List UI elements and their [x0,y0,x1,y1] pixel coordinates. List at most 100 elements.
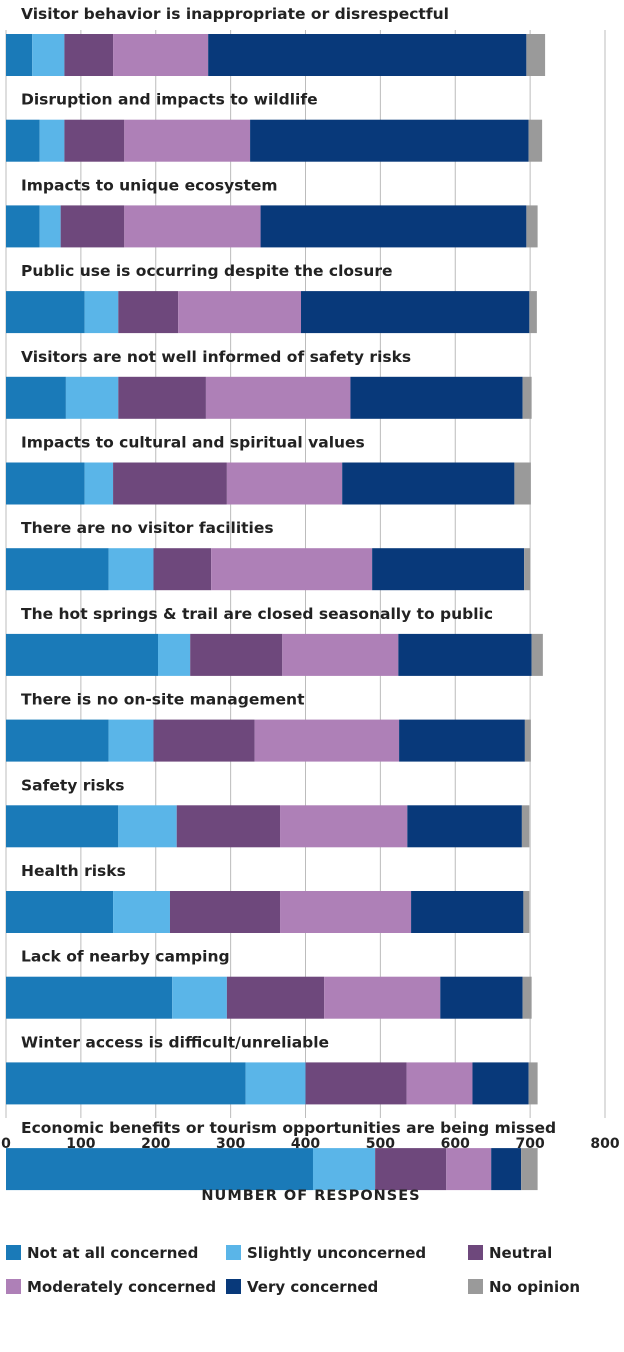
legend-label-neutral: Neutral [489,1244,552,1262]
bar-slightly-unconcerned-10 [118,805,177,848]
bar-very-concerned-8 [398,633,532,676]
bar-slightly-unconcerned-3 [39,205,61,248]
bar-moderately-concerned-13 [406,1062,473,1105]
bar-moderately-concerned-9 [254,719,400,762]
bar-neutral-8 [190,633,283,676]
legend-swatch-moderately-concerned [6,1279,21,1294]
bar-slightly-unconcerned-8 [157,633,191,676]
bar-very-concerned-4 [301,291,530,334]
bar-very-concerned-1 [208,34,527,76]
legend-label-very-concerned: Very concerned [247,1278,378,1296]
bar-not-at-all-concerned-4 [6,291,85,334]
bar-no-opinion-6 [514,462,531,505]
bar-not-at-all-concerned-7 [6,548,109,591]
bar-moderately-concerned-6 [226,462,343,505]
category-label-5: Visitors are not well informed of safety… [21,348,411,366]
bar-neutral-7 [153,548,212,591]
category-label-12: Lack of nearby camping [21,948,230,966]
bar-neutral-14 [375,1148,447,1191]
bar-neutral-5 [118,376,206,419]
bar-moderately-concerned-12 [324,976,441,1019]
bar-moderately-concerned-14 [446,1148,492,1191]
bar-slightly-unconcerned-13 [245,1062,306,1105]
bar-not-at-all-concerned-10 [6,805,119,848]
bar-not-at-all-concerned-9 [6,719,109,762]
bar-moderately-concerned-5 [205,376,351,419]
category-label-11: Health risks [21,862,126,880]
bar-moderately-concerned-8 [282,633,399,676]
bar-not-at-all-concerned-2 [6,119,40,162]
bar-very-concerned-14 [491,1148,522,1191]
category-label-10: Safety risks [21,776,125,794]
bar-very-concerned-13 [472,1062,529,1105]
bar-moderately-concerned-7 [211,548,373,591]
legend-swatch-very-concerned [226,1279,241,1294]
bar-slightly-unconcerned-1 [32,34,65,76]
category-label-14: Economic benefits or tourism opportuniti… [21,1119,556,1137]
bar-slightly-unconcerned-9 [108,719,154,762]
bar-no-opinion-5 [522,376,532,419]
bar-neutral-11 [169,891,281,933]
category-label-3: Impacts to unique ecosystem [21,176,278,194]
bar-very-concerned-10 [407,805,522,848]
bar-slightly-unconcerned-5 [65,376,119,419]
legend-label-not-at-all-concerned: Not at all concerned [27,1244,198,1262]
bar-no-opinion-10 [521,805,530,848]
legend-label-no-opinion: No opinion [489,1278,580,1296]
x-tick-label-500: 500 [366,1136,395,1152]
bar-no-opinion-11 [523,891,530,933]
bar-very-concerned-2 [250,119,529,162]
bar-not-at-all-concerned-5 [6,376,66,419]
bar-slightly-unconcerned-6 [84,462,114,505]
bar-no-opinion-3 [526,205,538,248]
legend-label-moderately-concerned: Moderately concerned [27,1278,216,1296]
bar-moderately-concerned-4 [178,291,302,334]
bar-not-at-all-concerned-13 [6,1062,246,1105]
bar-neutral-12 [226,976,325,1019]
bar-no-opinion-13 [528,1062,538,1105]
bar-slightly-unconcerned-7 [108,548,154,591]
x-tick-label-800: 800 [590,1136,619,1152]
x-tick-label-200: 200 [141,1136,170,1152]
bar-not-at-all-concerned-1 [6,34,33,76]
category-label-7: There are no visitor facilities [21,519,274,537]
bar-neutral-13 [305,1062,407,1105]
bar-very-concerned-11 [411,891,524,933]
bar-slightly-unconcerned-4 [84,291,119,334]
category-label-6: Impacts to cultural and spiritual values [21,434,365,452]
bar-no-opinion-4 [529,291,537,334]
bar-moderately-concerned-11 [280,891,412,933]
bars [6,34,546,1191]
bar-slightly-unconcerned-11 [113,891,170,933]
category-label-2: Disruption and impacts to wildlife [21,91,318,109]
bar-no-opinion-9 [524,719,531,762]
bar-not-at-all-concerned-11 [6,891,114,933]
bar-moderately-concerned-2 [124,119,251,162]
x-tick-label-100: 100 [66,1136,95,1152]
x-tick-label-400: 400 [291,1136,320,1152]
bar-no-opinion-1 [526,34,546,76]
bar-neutral-1 [64,34,114,76]
bar-not-at-all-concerned-14 [6,1148,313,1191]
category-label-13: Winter access is difficult/unreliable [21,1033,329,1051]
bar-moderately-concerned-3 [124,205,261,248]
bar-neutral-9 [153,719,255,762]
legend-swatch-no-opinion [468,1279,483,1294]
category-labels: Visitor behavior is inappropriate or dis… [21,5,556,1137]
bar-very-concerned-5 [350,376,523,419]
legend-label-slightly-unconcerned: Slightly unconcerned [247,1244,426,1262]
x-tick-label-0: 0 [1,1136,11,1152]
bar-no-opinion-8 [531,633,543,676]
bar-very-concerned-6 [342,462,515,505]
bar-neutral-2 [64,119,125,162]
legend-swatch-neutral [468,1245,483,1260]
bar-slightly-unconcerned-2 [39,119,65,162]
bar-not-at-all-concerned-12 [6,976,173,1019]
bar-very-concerned-7 [372,548,525,591]
legend-swatch-not-at-all-concerned [6,1245,21,1260]
bar-very-concerned-9 [399,719,525,762]
category-label-9: There is no on-site management [21,691,305,709]
bar-no-opinion-7 [524,548,531,591]
bar-slightly-unconcerned-14 [312,1148,376,1191]
